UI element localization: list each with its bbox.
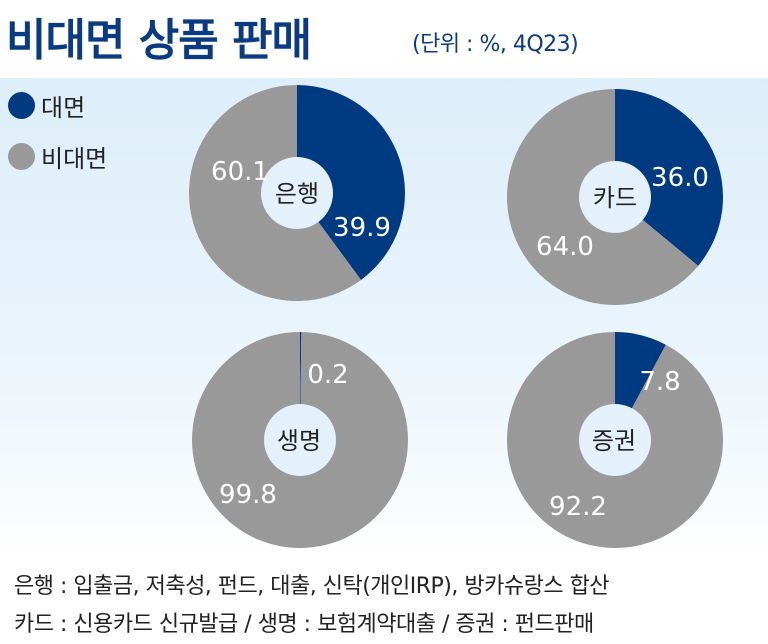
legend-label: 비대면 [41, 144, 108, 173]
bank-center-label: 은행 [275, 180, 319, 208]
footnotes: 은행 : 입출금, 저축성, 펀드, 대출, 신탁(개인IRP), 방카슈랑스 … [14, 568, 610, 644]
life-face-value: 0.2 [307, 360, 348, 390]
securities-center-label: 증권 [592, 427, 636, 455]
chart-title: 비대면 상품 판매 [6, 15, 312, 66]
footnote-line-2: 카드 : 신용카드 신규발급 / 생명 : 보험계약대출 / 증권 : 펀드판매 [14, 612, 594, 637]
legend-swatch-face-icon [8, 91, 35, 119]
life-nonface-value: 99.8 [219, 480, 277, 510]
legend-swatch-nonface-icon [8, 142, 35, 170]
legend-item-face: 대면 [8, 90, 107, 122]
bank-face-value: 39.9 [333, 213, 391, 243]
legend-label: 대면 [41, 93, 86, 122]
securities-face-value: 7.8 [639, 367, 680, 397]
donut-securities [506, 331, 723, 548]
card-nonface-value: 64.0 [536, 232, 594, 262]
card-center-label: 카드 [593, 184, 637, 212]
donut-card [507, 89, 724, 305]
donut-bank [189, 85, 406, 302]
bank-nonface-value: 60.1 [211, 157, 269, 187]
legend: 대면 비대면 [8, 90, 107, 192]
life-center-label: 생명 [277, 427, 321, 455]
footnote-line-1: 은행 : 입출금, 저축성, 펀드, 대출, 신탁(개인IRP), 방카슈랑스 … [14, 574, 610, 599]
legend-item-nonface: 비대면 [8, 141, 108, 173]
title-bar: 비대면 상품 판매 (단위 : %, 4Q23) [0, 0, 768, 78]
securities-nonface-value: 92.2 [549, 492, 607, 522]
donut-life [192, 331, 409, 548]
card-face-value: 36.0 [651, 163, 709, 193]
chart-subtitle: (단위 : %, 4Q23) [412, 32, 579, 57]
